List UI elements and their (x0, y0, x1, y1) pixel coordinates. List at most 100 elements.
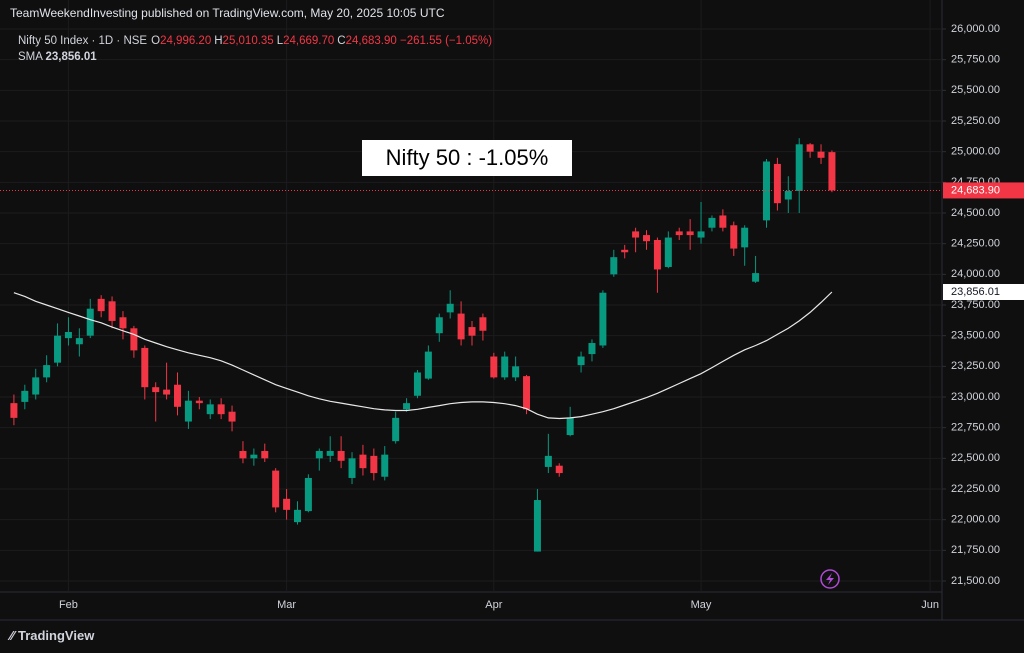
y-tick-label: 22,500.00 (951, 452, 1000, 464)
candle-body (610, 257, 618, 275)
candle-body (403, 403, 411, 410)
candle-body (708, 217, 716, 228)
candle-body (533, 500, 541, 552)
candle-body (315, 450, 323, 459)
candle-body (784, 190, 792, 200)
candle-body (283, 498, 291, 510)
alert-icon[interactable] (820, 569, 840, 589)
x-tick-label: Apr (485, 599, 502, 611)
candle-body (741, 227, 749, 248)
x-tick-label: Feb (59, 599, 78, 611)
candle-body (228, 411, 236, 422)
y-tick-label: 24,250.00 (951, 238, 1000, 250)
y-tick-label: 25,500.00 (951, 84, 1000, 96)
x-tick-label: May (691, 599, 712, 611)
candle-body (97, 298, 105, 312)
candle-body (413, 372, 421, 396)
ohlc-value: 24,996.20 (160, 35, 212, 47)
change: −261.55 (−1.05%) (399, 35, 493, 47)
y-tick-label: 23,250.00 (951, 360, 1000, 372)
candle-body (206, 404, 214, 415)
candle-body (239, 450, 247, 459)
candle-body (370, 455, 378, 474)
candle-body (752, 273, 760, 282)
candle-body (10, 403, 18, 418)
y-tick-label: 24,500.00 (951, 207, 1000, 219)
candle-body (730, 225, 738, 249)
candle-body (326, 450, 334, 456)
candle-body (762, 161, 770, 221)
footer-logo: ⁄⁄ TradingView (10, 628, 95, 643)
ohlc-key: H (214, 35, 223, 47)
candle-body (141, 347, 149, 388)
sma-price-box (943, 283, 1024, 300)
y-tick-label: 22,250.00 (951, 483, 1000, 495)
candle-body (163, 389, 171, 395)
candle-body (21, 390, 29, 402)
candle-body (217, 404, 225, 415)
y-tick-label: 21,750.00 (951, 544, 1000, 556)
ohlc-key: L (276, 35, 284, 47)
y-tick-label: 25,000.00 (951, 146, 1000, 158)
ohlc-value: 24,683.90 (345, 35, 397, 47)
candle-body (261, 450, 269, 459)
y-tick-label: 23,500.00 (951, 330, 1000, 342)
sma-value: 23,856.01 (45, 51, 97, 63)
annotation-box (362, 140, 572, 176)
sma-legend: SMA 23,856.01 (18, 51, 97, 63)
candle-body (64, 331, 72, 339)
candle-body (75, 338, 83, 345)
y-tick-label: 25,250.00 (951, 115, 1000, 127)
header: TeamWeekendInvesting published on Tradin… (10, 6, 445, 20)
candle-body (184, 400, 192, 422)
candle-body (457, 313, 465, 340)
last-price-box (943, 182, 1024, 199)
y-tick-label: 24,000.00 (951, 268, 1000, 280)
candle-body (348, 458, 356, 478)
candle-body (653, 239, 661, 270)
candle-body (435, 317, 443, 334)
ohlc: O24,996.20 H25,010.35 L24,669.70 C24,683.90 (147, 35, 397, 47)
candle-body (566, 417, 574, 436)
candle-body (577, 356, 585, 366)
candle-body (621, 249, 629, 253)
x-tick-label: Jun (921, 599, 939, 611)
y-tick-label: 25,750.00 (951, 54, 1000, 66)
candle-body (599, 292, 607, 346)
candle-body (152, 387, 160, 393)
candle-body (304, 477, 312, 512)
ohlc-value: 24,669.70 (283, 35, 335, 47)
candle-body (381, 454, 389, 477)
candle-body (523, 376, 531, 410)
candle-body (43, 365, 51, 378)
candle-body (54, 335, 62, 363)
candle-body (392, 417, 400, 442)
candle-body (588, 343, 596, 355)
candle-body (773, 163, 781, 204)
candle-body (293, 509, 301, 523)
ohlc-value: 25,010.35 (222, 35, 274, 47)
y-tick-label: 23,000.00 (951, 391, 1000, 403)
ohlc-key: C (337, 35, 346, 47)
candle-body (512, 366, 520, 378)
candle-body (86, 308, 94, 336)
sma-price-label: 23,856.01 (951, 286, 1000, 298)
candle-body (490, 356, 498, 378)
last-price-label: 24,683.90 (951, 184, 1000, 196)
candle-body (664, 237, 672, 267)
ohlc-key: O (151, 35, 161, 47)
y-tick-label: 22,750.00 (951, 422, 1000, 434)
candle-body (817, 151, 825, 158)
candle-body (174, 384, 182, 407)
candle-body (828, 152, 836, 191)
candle-body (501, 356, 509, 378)
candle-body (130, 328, 138, 351)
candle-body (697, 231, 705, 238)
y-tick-label: 21,500.00 (951, 575, 1000, 587)
candle-body (272, 470, 280, 508)
candle-body (675, 231, 683, 236)
candle-body (719, 215, 727, 228)
legend: Nifty 50 Index · 1D · NSE O24,996.20 H25,0… (18, 35, 492, 47)
candle-body (359, 454, 367, 469)
